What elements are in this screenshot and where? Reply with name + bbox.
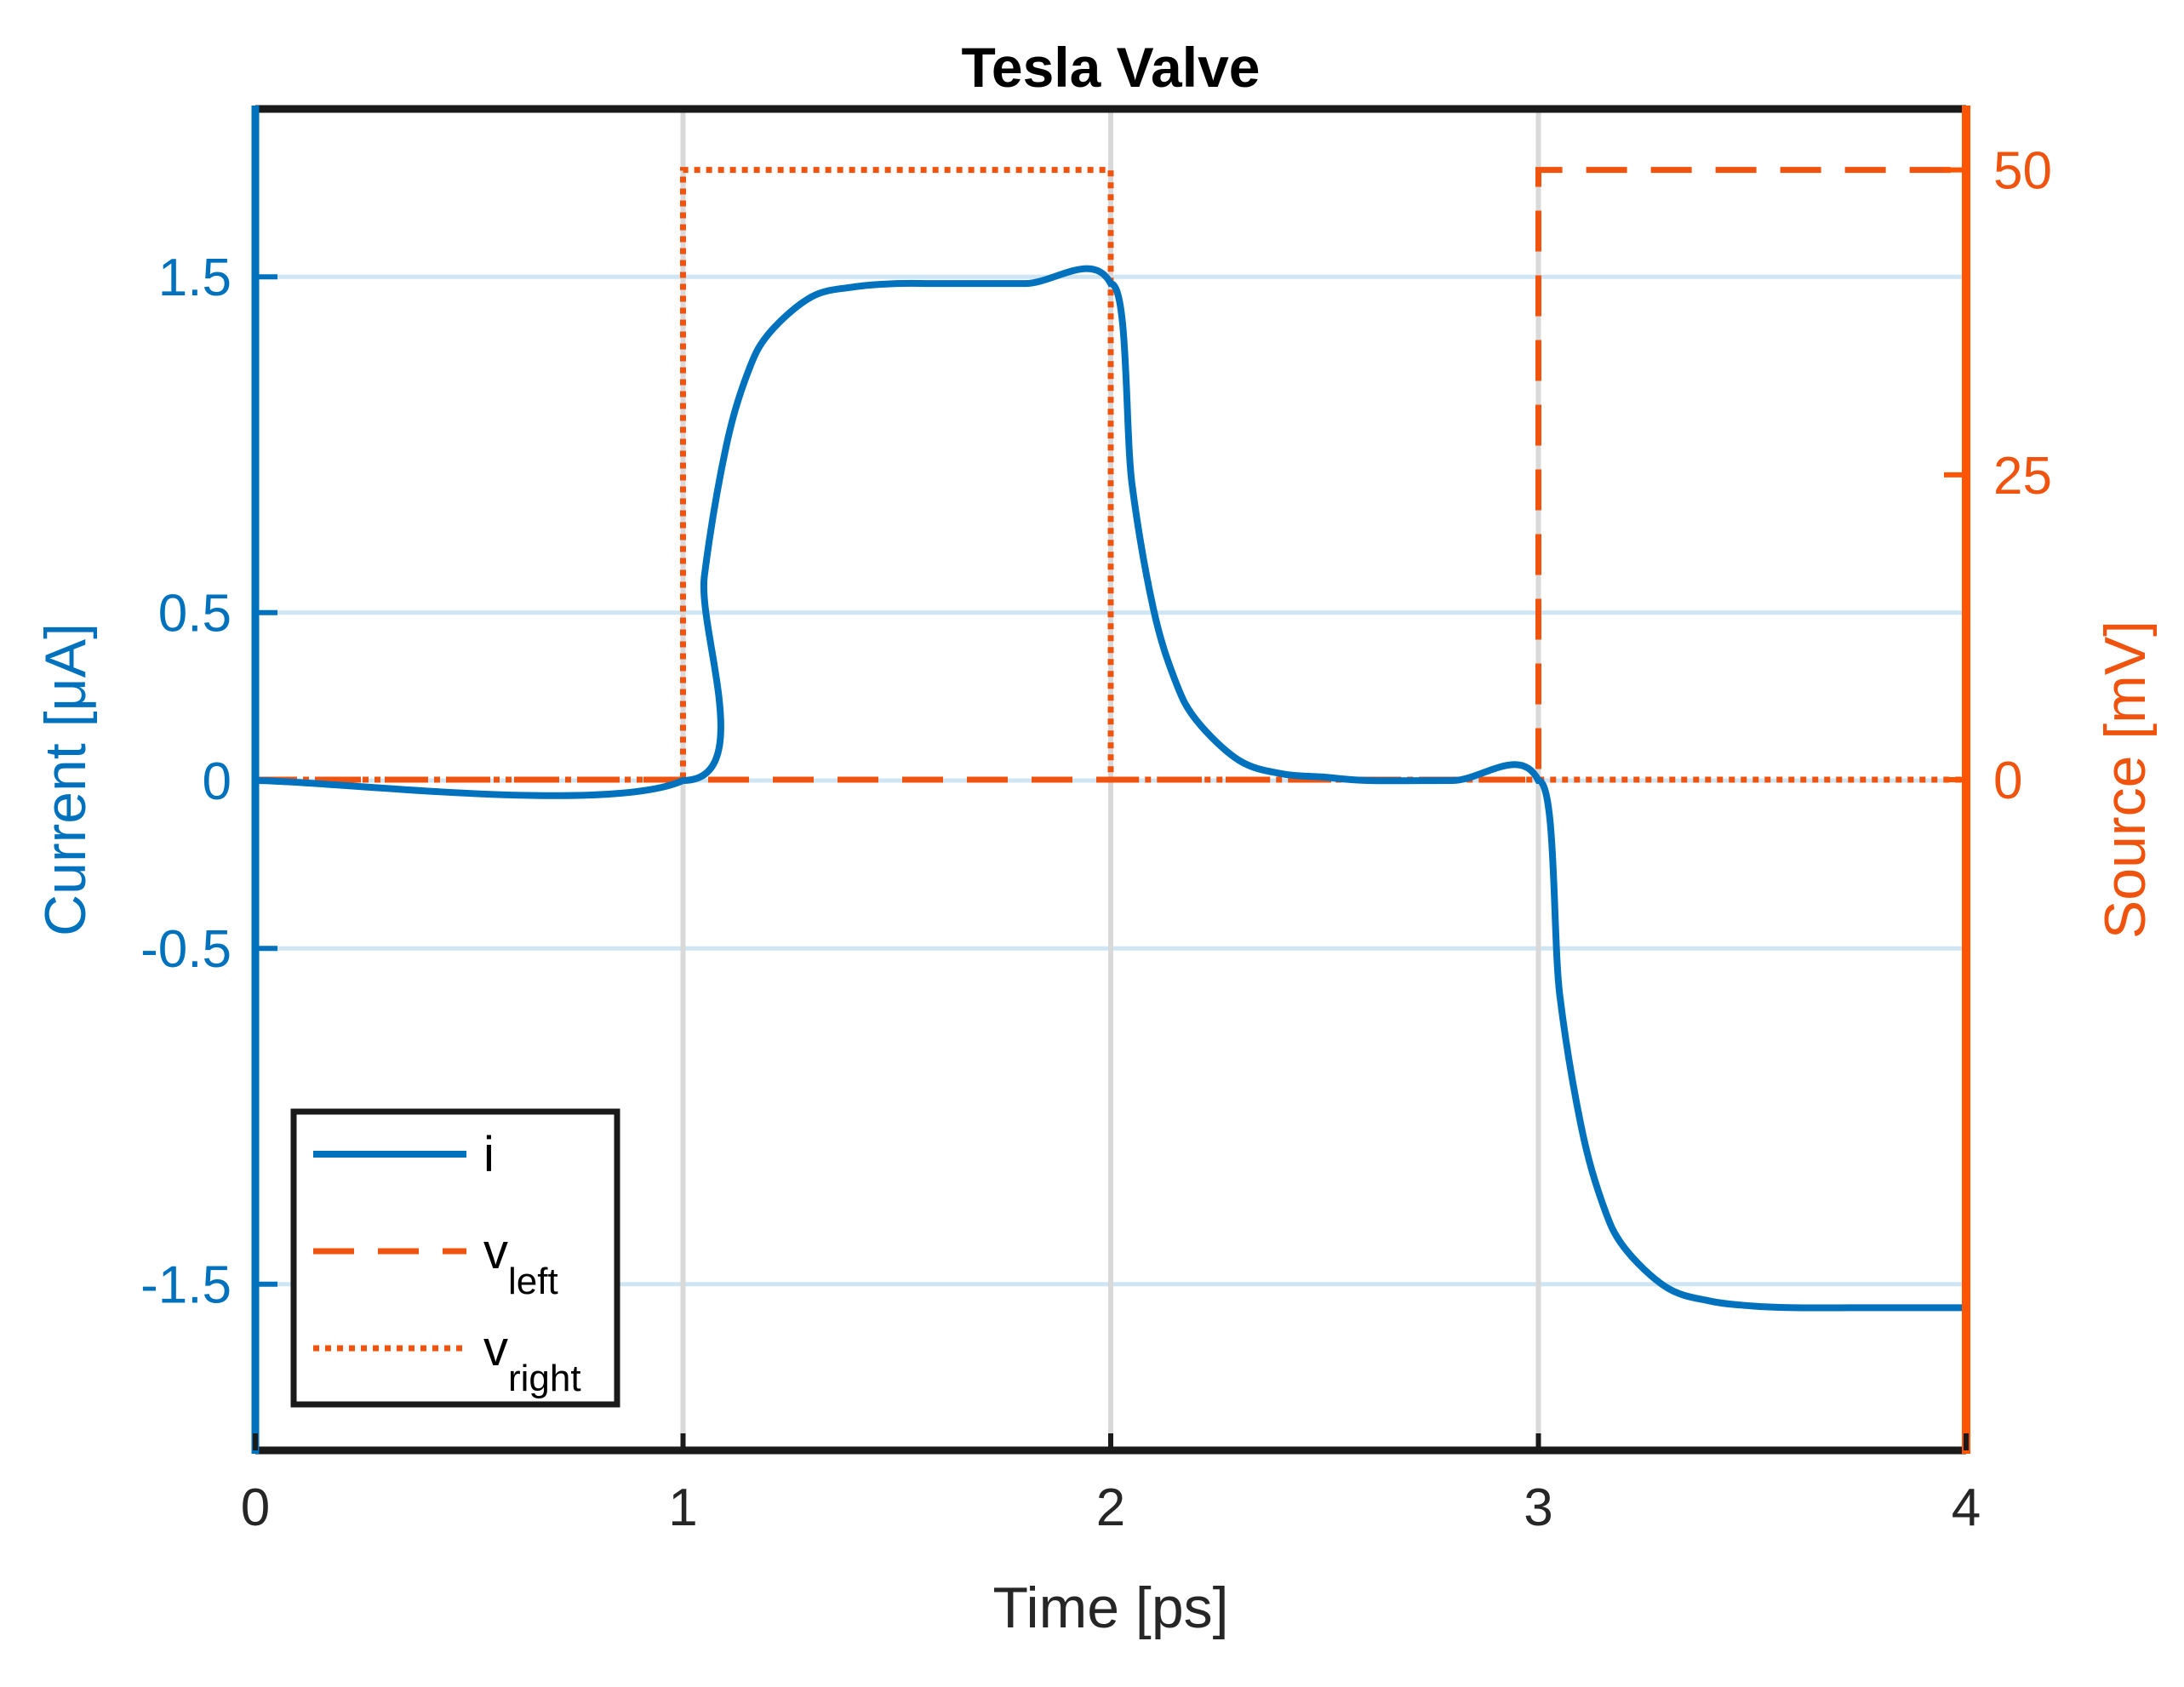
legend-label-i: i bbox=[483, 1127, 495, 1182]
x-tick-label: 0 bbox=[241, 1478, 270, 1537]
series-line-v_right bbox=[255, 167, 1966, 783]
right-tick-label: 0 bbox=[1993, 752, 2022, 810]
x-tick-label: 2 bbox=[1096, 1478, 1125, 1537]
left-tick-label: -1.5 bbox=[140, 1256, 232, 1315]
ticks-layer: 0 1 2 3 4 -1.5 -0.5 0 0.5 1.5 0 25 50 bbox=[140, 142, 2052, 1537]
left-tick-label: -0.5 bbox=[140, 920, 232, 979]
x-tick-label: 4 bbox=[1952, 1478, 1981, 1537]
right-y-axis-label: Source [mV] bbox=[2093, 620, 2158, 939]
x-tick-label: 1 bbox=[668, 1478, 697, 1537]
series-line-i bbox=[254, 265, 1966, 1312]
legend-subscript-v_left: left bbox=[508, 1261, 558, 1302]
left-tick-label: 1.5 bbox=[158, 249, 232, 307]
x-tick-label: 3 bbox=[1524, 1478, 1552, 1537]
left-tick-label: 0.5 bbox=[158, 585, 232, 643]
left-y-axis-label: Current [μA] bbox=[33, 623, 98, 936]
left-tick-label: 0 bbox=[203, 752, 232, 811]
right-tick-label: 50 bbox=[1993, 142, 2052, 201]
right-tick-label: 25 bbox=[1993, 447, 2052, 506]
chart-title: Tesla Valve bbox=[961, 36, 1260, 99]
x-axis-label: Time [ps] bbox=[992, 1575, 1228, 1640]
series-line-v_left bbox=[255, 167, 1966, 783]
legend-box bbox=[290, 1108, 620, 1408]
series-layer bbox=[254, 167, 1966, 1312]
legend-subscript-v_right: right bbox=[508, 1358, 581, 1399]
